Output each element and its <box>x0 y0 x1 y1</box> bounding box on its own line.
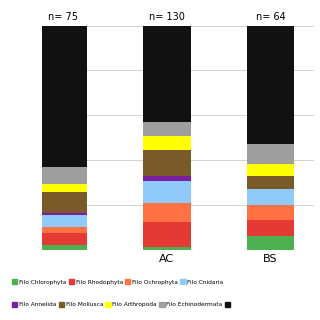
Bar <box>247 220 294 236</box>
Text: n= 75: n= 75 <box>48 12 78 22</box>
Bar <box>143 221 190 247</box>
Bar <box>143 247 190 250</box>
Bar <box>39 192 87 212</box>
Bar <box>143 150 190 176</box>
Bar <box>247 144 294 164</box>
Bar <box>247 26 294 144</box>
Bar <box>247 205 294 220</box>
Bar <box>39 215 87 227</box>
Text: n= 64: n= 64 <box>256 12 285 22</box>
Bar <box>39 233 87 245</box>
Bar <box>39 212 87 215</box>
Bar <box>143 122 190 136</box>
Bar <box>143 26 190 122</box>
Bar <box>39 227 87 233</box>
Bar <box>143 181 190 203</box>
Bar <box>247 176 294 189</box>
Text: n= 130: n= 130 <box>149 12 185 22</box>
Bar <box>247 236 294 250</box>
Bar <box>143 136 190 150</box>
Bar <box>39 184 87 192</box>
Bar <box>39 167 87 184</box>
Bar <box>39 26 87 167</box>
Bar <box>143 176 190 181</box>
Bar <box>39 245 87 250</box>
Bar <box>143 203 190 221</box>
Bar <box>247 164 294 176</box>
Legend: Filo Annelida, Filo Mollusca, Filo Arthropoda, Filo Echinodermata, : Filo Annelida, Filo Mollusca, Filo Arthr… <box>12 302 232 307</box>
Bar <box>247 189 294 205</box>
